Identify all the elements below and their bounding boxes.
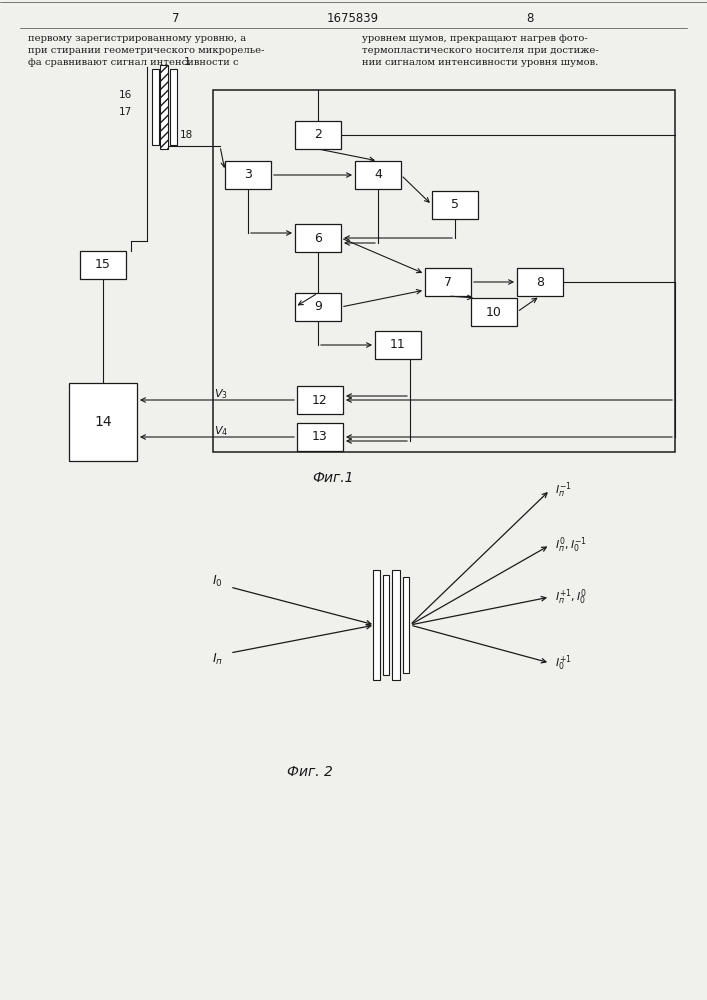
Text: 14: 14 (94, 415, 112, 429)
Text: 7: 7 (173, 11, 180, 24)
Text: 17: 17 (119, 107, 132, 117)
Text: 1: 1 (184, 57, 191, 67)
Text: $V_3$: $V_3$ (214, 387, 228, 401)
Bar (213, 90, 675, 452)
Text: 10: 10 (486, 306, 502, 318)
Text: Фиг.1: Фиг.1 (312, 471, 354, 485)
Bar (295, 121, 341, 149)
Bar (295, 224, 341, 252)
Bar (80, 251, 126, 279)
Text: 16: 16 (119, 90, 132, 100)
Text: $I_п$: $I_п$ (212, 651, 223, 667)
Text: 2: 2 (314, 128, 322, 141)
Bar (160, 65, 168, 149)
Bar (69, 383, 137, 461)
Bar (383, 575, 389, 675)
Text: $V_4$: $V_4$ (214, 424, 228, 438)
Text: 7: 7 (444, 275, 452, 288)
Bar (392, 570, 400, 680)
Bar (432, 191, 478, 219)
Text: 11: 11 (390, 338, 406, 352)
Bar (295, 293, 341, 321)
Bar (403, 577, 409, 673)
Text: 13: 13 (312, 430, 328, 444)
Text: первому зарегистрированному уровню, а
при стирании геометрического микрорелье-
ф: первому зарегистрированному уровню, а пр… (28, 34, 264, 67)
Bar (375, 331, 421, 359)
Bar (225, 161, 271, 189)
Text: 1675839: 1675839 (327, 11, 379, 24)
Bar (517, 268, 563, 296)
Text: $I_п^0, I_0^{-1}$: $I_п^0, I_0^{-1}$ (555, 535, 587, 555)
Bar (355, 161, 401, 189)
Bar (152, 69, 159, 145)
Text: 5: 5 (451, 198, 459, 212)
Text: 6: 6 (314, 232, 322, 244)
Text: $I_0$: $I_0$ (212, 573, 223, 589)
Bar (471, 298, 517, 326)
Text: $I_п^{+1}, I_0^0$: $I_п^{+1}, I_0^0$ (555, 587, 587, 607)
Bar (297, 423, 343, 451)
Text: $I_0^{+1}$: $I_0^{+1}$ (555, 653, 572, 673)
Text: 8: 8 (536, 275, 544, 288)
Text: 3: 3 (244, 168, 252, 182)
Text: Фиг. 2: Фиг. 2 (287, 765, 333, 779)
Text: 18: 18 (180, 130, 193, 140)
Text: 8: 8 (526, 11, 534, 24)
Text: 15: 15 (95, 258, 111, 271)
Bar (170, 69, 177, 145)
Bar (297, 386, 343, 414)
Text: 9: 9 (314, 300, 322, 314)
Text: $I_п^{-1}$: $I_п^{-1}$ (555, 480, 572, 500)
Bar (373, 570, 380, 680)
Bar (425, 268, 471, 296)
Text: уровнем шумов, прекращают нагрев фото-
термопластического носителя при достиже-
: уровнем шумов, прекращают нагрев фото- т… (362, 34, 599, 67)
Text: 12: 12 (312, 393, 328, 406)
Text: 4: 4 (374, 168, 382, 182)
